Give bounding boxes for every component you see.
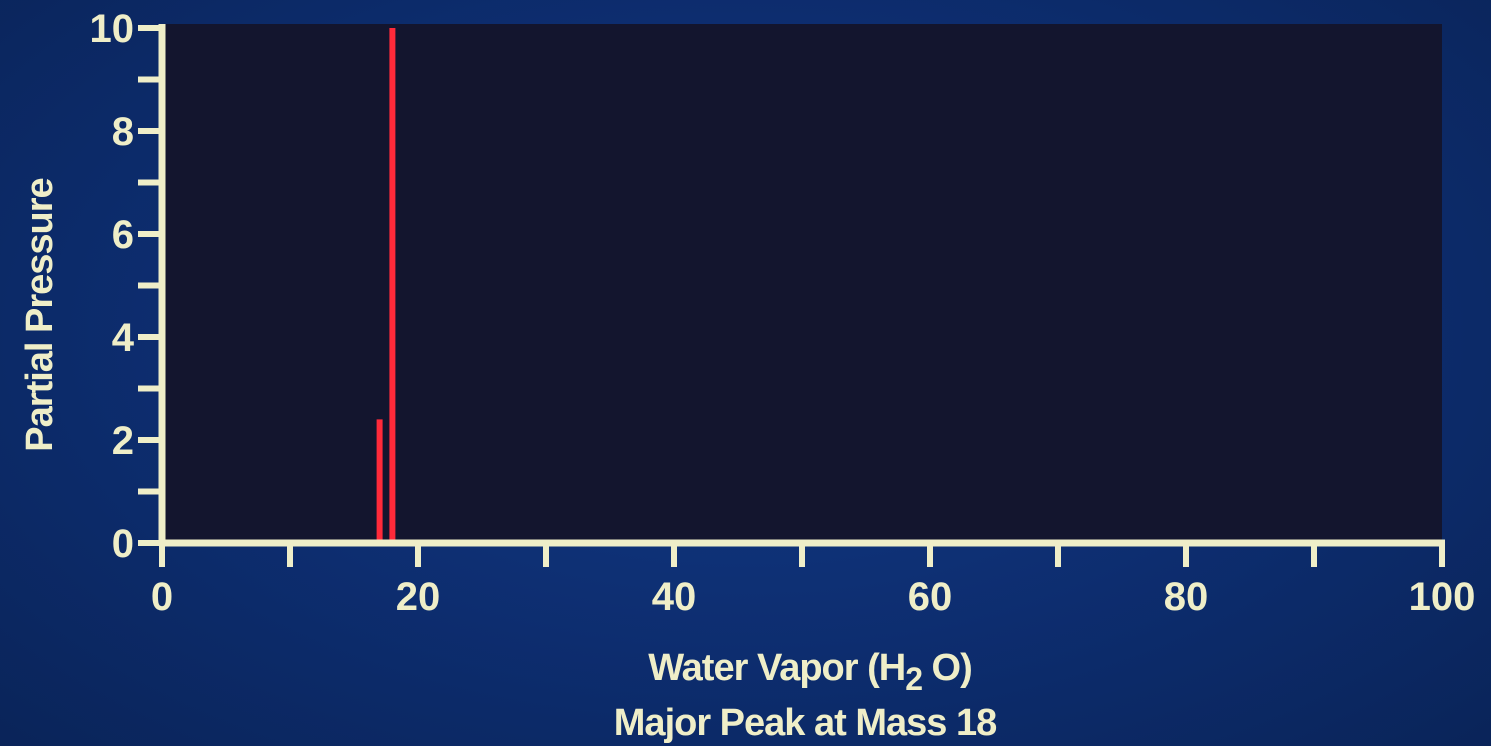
x-axis-label: Water Vapor (H2 O) (648, 647, 972, 697)
y-tick-label: 6 (112, 213, 134, 257)
x-tick-label: 60 (908, 575, 953, 619)
ticks-layer: 0 20 40 60 80 100 0 2 4 6 8 10 (90, 7, 1476, 619)
x-axis-label-subscript: 2 (905, 661, 922, 697)
x-tick-label: 80 (1164, 575, 1209, 619)
y-tick-label: 2 (112, 419, 134, 463)
x-tick-label: 0 (151, 575, 173, 619)
peaks-layer (376, 28, 396, 543)
x-tick-label: 20 (396, 575, 441, 619)
chart-subtitle: Major Peak at Mass 18 (614, 702, 996, 744)
x-tick-label: 40 (652, 575, 697, 619)
x-axis-label-main: Water Vapor (H (648, 647, 905, 689)
y-tick-label: 10 (90, 7, 135, 51)
x-tick-label: 100 (1409, 575, 1476, 619)
y-tick-label: 0 (112, 522, 134, 566)
y-tick-label: 8 (112, 110, 134, 154)
x-axis-label-end: O) (922, 647, 972, 689)
y-axis-label: Partial Pressure (19, 178, 61, 451)
plot-area (162, 24, 1442, 543)
y-tick-label: 4 (112, 316, 135, 360)
